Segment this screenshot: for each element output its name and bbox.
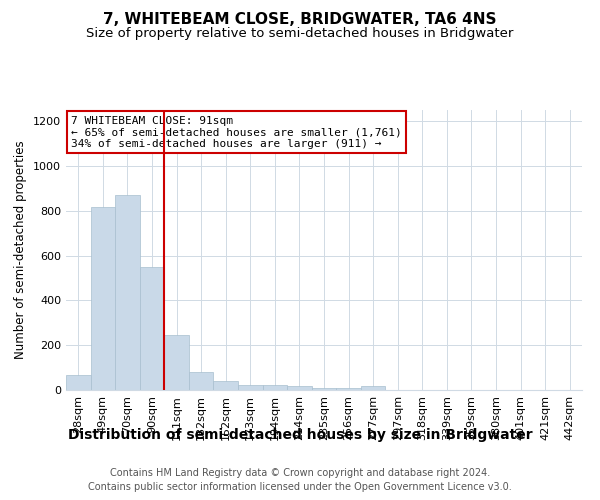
Text: Distribution of semi-detached houses by size in Bridgwater: Distribution of semi-detached houses by … (68, 428, 532, 442)
Text: Contains public sector information licensed under the Open Government Licence v3: Contains public sector information licen… (88, 482, 512, 492)
Bar (115, 195, 140, 390)
Bar (287, 386, 312, 390)
Bar (189, 372, 214, 390)
Bar (140, 267, 164, 390)
Bar (312, 388, 336, 390)
Bar (263, 385, 287, 390)
Text: 7, WHITEBEAM CLOSE, BRIDGWATER, TA6 4NS: 7, WHITEBEAM CLOSE, BRIDGWATER, TA6 4NS (103, 12, 497, 28)
Text: Contains HM Land Registry data © Crown copyright and database right 2024.: Contains HM Land Registry data © Crown c… (110, 468, 490, 477)
Bar (361, 386, 385, 390)
Text: Size of property relative to semi-detached houses in Bridgwater: Size of property relative to semi-detach… (86, 28, 514, 40)
Bar (91, 208, 115, 390)
Bar (238, 385, 263, 390)
Bar (164, 335, 189, 390)
Y-axis label: Number of semi-detached properties: Number of semi-detached properties (14, 140, 28, 360)
Bar (66, 376, 91, 390)
Bar (214, 382, 238, 390)
Bar (336, 388, 361, 390)
Text: 7 WHITEBEAM CLOSE: 91sqm
← 65% of semi-detached houses are smaller (1,761)
34% o: 7 WHITEBEAM CLOSE: 91sqm ← 65% of semi-d… (71, 116, 402, 149)
